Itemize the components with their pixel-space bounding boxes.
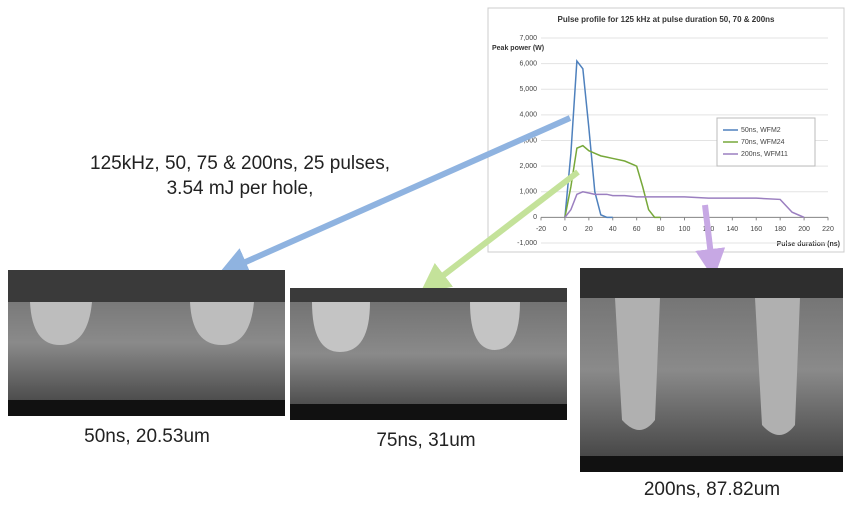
x-axis-label: Pulse duration (ns) <box>777 241 840 248</box>
image-caption: 75ns, 31um <box>376 430 475 451</box>
x-tick-label: 40 <box>609 226 617 233</box>
x-tick-label: -20 <box>536 226 546 233</box>
y-tick-label: 4,000 <box>519 112 537 119</box>
x-tick-label: 180 <box>774 226 786 233</box>
x-tick-label: 140 <box>726 226 738 233</box>
x-tick-label: 100 <box>679 226 691 233</box>
y-tick-label: 6,000 <box>519 60 537 67</box>
x-tick-label: 80 <box>657 226 665 233</box>
x-tick-label: 220 <box>822 226 834 233</box>
y-tick-label: 5,000 <box>519 86 537 93</box>
legend-label: 200ns, WFM11 <box>741 151 788 158</box>
slide: Pulse profile for 125 kHz at pulse durat… <box>0 0 850 501</box>
y-tick-label: -1,000 <box>517 240 537 247</box>
chart-title: Pulse profile for 125 kHz at pulse durat… <box>558 15 776 24</box>
legend-label: 50ns, WFM2 <box>741 127 781 134</box>
x-tick-label: 0 <box>563 226 567 233</box>
image-caption: 200ns, 87.82um <box>644 479 780 500</box>
y-tick-label: 0 <box>533 214 537 221</box>
y-tick-label: 2,000 <box>519 163 537 170</box>
sem-image <box>290 288 567 420</box>
x-tick-label: 200 <box>798 226 810 233</box>
sem-image <box>580 268 843 472</box>
x-tick-label: 60 <box>633 226 641 233</box>
x-tick-label: 160 <box>750 226 762 233</box>
annotation: 3.54 mJ per hole, <box>167 178 314 199</box>
legend-label: 70ns, WFM24 <box>741 139 785 146</box>
y-axis-label: Peak power (W) <box>492 45 544 52</box>
x-tick-label: 20 <box>585 226 593 233</box>
sem-image <box>8 270 285 416</box>
y-tick-label: 1,000 <box>519 189 537 196</box>
y-tick-label: 7,000 <box>519 35 537 42</box>
image-caption: 50ns, 20.53um <box>84 426 210 447</box>
annotation: 125kHz, 50, 75 & 200ns, 25 pulses, <box>90 153 390 174</box>
